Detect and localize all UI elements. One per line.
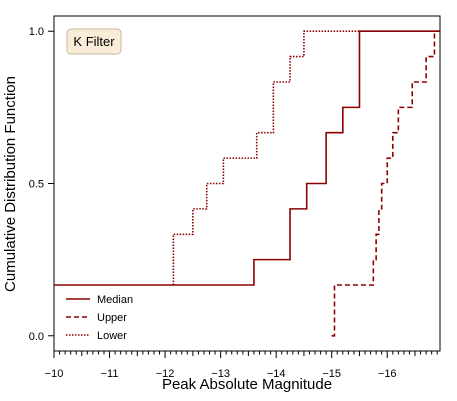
filter-badge-text: K Filter	[73, 34, 115, 49]
x-axis-ticks: −10 −11 −12 −13 −14 −15 −16	[45, 351, 438, 380]
y-axis-title: Cumulative Distribution Function	[2, 76, 19, 292]
legend-label-lower: Lower	[97, 330, 127, 342]
filter-badge-box	[66, 28, 122, 55]
legend-label-median: Median	[97, 294, 133, 306]
series-line-lower	[172, 30, 360, 286]
legend: Median Upper Lower	[66, 294, 133, 342]
y-tick-label: 0.0	[29, 331, 44, 343]
x-axis-title: Peak Absolute Magnitude	[162, 376, 332, 393]
series-layer	[54, 30, 440, 337]
series-line-upper	[331, 30, 440, 337]
x-tick-label: −14	[267, 368, 286, 380]
x-tick-label: −16	[378, 368, 397, 380]
filter-badge: K Filter	[66, 28, 122, 55]
y-tick-label: 0.5	[29, 179, 44, 191]
x-tick-label: −10	[45, 368, 64, 380]
series-line-median	[54, 30, 440, 286]
y-tick-label: 1.0	[29, 26, 44, 38]
y-axis-ticks: 0.0 0.5 1.0	[29, 26, 54, 343]
legend-label-upper: Upper	[97, 312, 127, 324]
x-tick-label: −13	[211, 368, 230, 380]
x-tick-label: −12	[156, 368, 175, 380]
x-tick-label: −11	[101, 368, 119, 380]
x-tick-label: −15	[322, 368, 341, 380]
